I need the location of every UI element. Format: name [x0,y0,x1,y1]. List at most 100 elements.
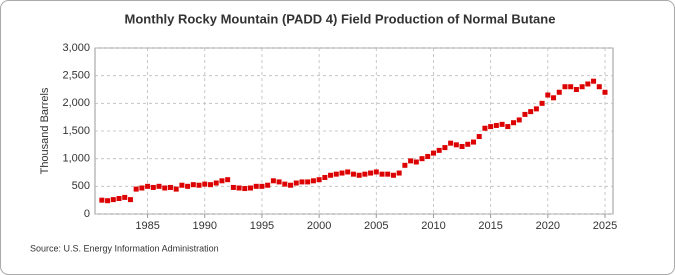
point [419,156,425,162]
point [293,180,299,186]
point [476,134,482,140]
point [299,179,305,185]
point [488,124,494,130]
x-tick-label: 2015 [478,220,502,232]
point [145,183,151,189]
point [282,181,288,187]
y-tick-label: 1,500 [62,125,90,137]
point [356,172,362,178]
point [373,169,379,175]
x-tick-label: 2000 [307,220,331,232]
point [591,78,597,84]
point [545,92,551,98]
point [316,177,322,183]
point [127,197,133,203]
point [362,171,368,177]
point [179,182,185,188]
chart-title: Monthly Rocky Mountain (PADD 4) Field Pr… [125,11,556,26]
point [493,122,499,128]
y-tick-label: 2,000 [62,97,90,109]
point [333,171,339,177]
point [425,153,431,159]
point [516,117,522,123]
point [368,170,374,176]
point [470,139,476,145]
point [116,196,122,202]
point [413,159,419,165]
point [253,183,259,189]
point [396,170,402,176]
point [573,87,579,92]
point [219,178,225,184]
point [322,174,328,180]
point [533,106,539,112]
x-tick-label: 1985 [135,220,159,232]
point [162,185,168,191]
point [196,182,202,188]
x-tick-label: 1995 [250,220,274,232]
point [236,185,242,191]
point [522,111,528,117]
point [402,162,408,168]
x-tick-label: 2005 [364,220,388,232]
point [596,84,602,90]
point [99,197,105,203]
point [579,84,585,90]
point [248,185,254,191]
point [482,125,488,131]
point [350,171,356,177]
y-tick-label: 0 [84,208,90,220]
point [173,186,179,192]
y-tick-label: 1,000 [62,153,90,165]
point [259,183,265,189]
point [288,182,294,188]
point [459,143,465,149]
point [225,177,231,183]
y-tick-label: 2,500 [62,70,90,82]
point [190,182,196,188]
point [556,89,562,95]
point [408,158,414,164]
point [110,197,116,203]
point [345,169,351,175]
point [562,84,568,90]
point [207,182,213,188]
x-tick-label: 1990 [193,220,217,232]
point [585,81,591,87]
point [390,172,396,178]
point [528,109,534,115]
x-tick-label: 2025 [593,220,617,232]
point [328,172,334,178]
point [133,186,139,192]
point [202,181,208,187]
point [310,178,316,184]
point [436,147,442,153]
point [568,84,574,90]
point [602,89,608,95]
point [539,100,545,106]
point [505,124,511,130]
point [213,180,219,186]
point [185,183,191,189]
point [105,198,111,204]
point [242,186,248,192]
point [265,182,271,188]
point [230,184,236,190]
point [442,145,448,151]
point [305,179,311,185]
point [139,185,145,191]
y-axis-label: Thousand Barrels [39,87,51,174]
point [150,184,156,190]
point [551,95,557,101]
y-tick-label: 500 [72,180,90,192]
point [430,150,436,156]
point [385,171,391,177]
point [379,171,385,177]
point [156,183,162,189]
point [339,170,345,176]
x-tick-label: 2010 [421,220,445,232]
point [270,178,276,184]
point [167,184,173,190]
